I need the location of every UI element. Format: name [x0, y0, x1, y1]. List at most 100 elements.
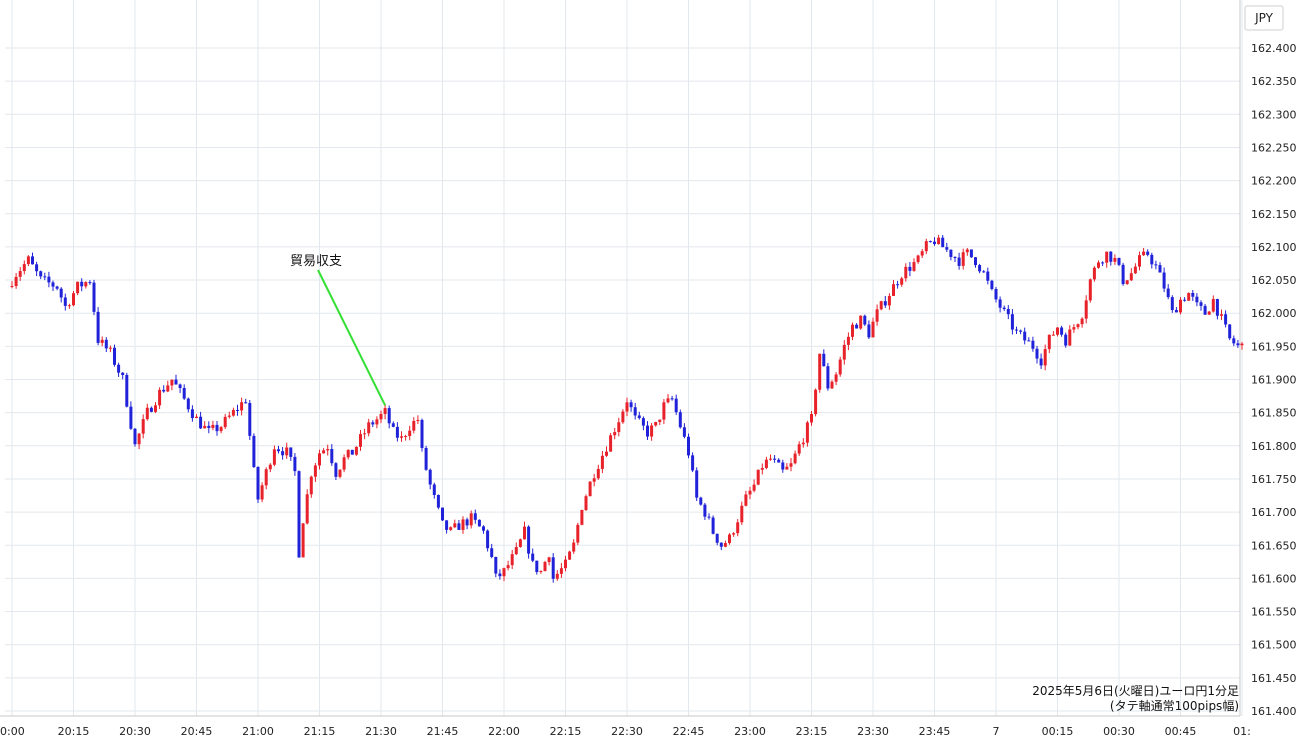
candle-up — [523, 526, 526, 540]
candle-up — [379, 413, 383, 420]
candle-down — [1006, 308, 1010, 315]
candle-up — [305, 494, 309, 524]
candle-up — [764, 459, 768, 468]
candle-down — [1027, 340, 1031, 342]
candle-up — [67, 305, 71, 307]
candle-down — [293, 456, 297, 472]
candle-up — [797, 444, 801, 454]
candle-up — [219, 427, 223, 432]
candle-up — [904, 266, 908, 279]
candle-down — [490, 548, 494, 557]
candle-up — [72, 293, 75, 306]
candle-up — [744, 494, 748, 506]
candle-up — [596, 468, 600, 479]
candle-up — [740, 505, 744, 523]
candle-down — [1002, 307, 1006, 309]
candle-down — [1228, 324, 1232, 339]
candle-down — [637, 415, 641, 419]
candle-up — [363, 433, 367, 435]
candle-down — [1203, 305, 1207, 315]
candle-up — [412, 420, 416, 431]
candle-up — [580, 509, 584, 525]
candle-up — [1207, 311, 1211, 315]
time-tick-label: 23:00 — [734, 725, 766, 738]
price-tick-label: 162.050 — [1251, 274, 1297, 287]
candle-up — [732, 533, 736, 535]
candle-down — [133, 428, 137, 445]
candle-up — [1113, 257, 1117, 262]
candle-up — [1129, 273, 1133, 281]
candle-up — [1240, 343, 1244, 346]
candle-up — [1187, 292, 1191, 301]
candles — [10, 234, 1244, 583]
candle-down — [1035, 348, 1039, 359]
price-tick-label: 162.200 — [1251, 175, 1297, 188]
candle-up — [793, 453, 797, 464]
candle-up — [1080, 318, 1084, 325]
candle-down — [670, 398, 674, 400]
candle-up — [961, 252, 965, 266]
candle-up — [617, 422, 621, 433]
candle-down — [178, 384, 182, 388]
candle-down — [1121, 264, 1125, 285]
candle-up — [1047, 334, 1051, 350]
time-tick-label: 20:15 — [58, 725, 90, 738]
candle-up — [662, 402, 666, 420]
grid — [5, 0, 1243, 716]
time-tick-label: 0:00 — [0, 725, 25, 738]
candle-up — [404, 436, 408, 438]
candle-up — [322, 450, 326, 454]
candle-up — [916, 255, 920, 263]
candle-up — [354, 446, 358, 455]
candle-up — [359, 434, 362, 447]
candle-down — [867, 324, 871, 338]
candle-down — [687, 436, 690, 456]
candle-down — [190, 409, 194, 418]
candle-up — [14, 276, 18, 287]
candle-up — [887, 295, 891, 306]
candle-up — [518, 539, 522, 548]
candle-down — [974, 257, 977, 266]
candle-down — [896, 284, 900, 286]
candle-up — [211, 424, 215, 428]
candle-down — [633, 407, 637, 416]
candle-up — [449, 527, 453, 530]
candle-down — [436, 494, 440, 508]
candle-down — [998, 299, 1002, 308]
price-tick-label: 162.300 — [1251, 108, 1297, 121]
candle-down — [445, 520, 449, 530]
price-tick-label: 161.650 — [1251, 539, 1297, 552]
candle-down — [215, 424, 219, 432]
candle-down — [486, 530, 490, 549]
candle-up — [383, 408, 387, 414]
candle-down — [113, 347, 116, 365]
candle-up — [100, 339, 104, 343]
candle-up — [1056, 327, 1059, 335]
candle-up — [22, 264, 26, 272]
candle-up — [76, 281, 80, 294]
candle-down — [883, 301, 887, 306]
candle-up — [1072, 327, 1076, 330]
candle-up — [1076, 324, 1080, 328]
candle-down — [55, 286, 59, 289]
price-tick-label: 161.550 — [1251, 606, 1297, 619]
candle-up — [584, 496, 588, 510]
candle-up — [605, 451, 608, 456]
candle-down — [117, 364, 121, 373]
candle-up — [965, 249, 969, 253]
candle-down — [248, 402, 252, 436]
time-tick-label: 21:15 — [304, 725, 336, 738]
candle-up — [1133, 266, 1137, 274]
candle-up — [539, 571, 543, 573]
candle-down — [969, 249, 973, 258]
candle-up — [416, 419, 420, 421]
candle-up — [166, 385, 170, 392]
candle-down — [1101, 262, 1105, 264]
candle-down — [80, 281, 84, 287]
candle-down — [928, 241, 932, 243]
candle-up — [805, 422, 809, 443]
candle-up — [654, 421, 658, 426]
candle-down — [104, 339, 108, 349]
